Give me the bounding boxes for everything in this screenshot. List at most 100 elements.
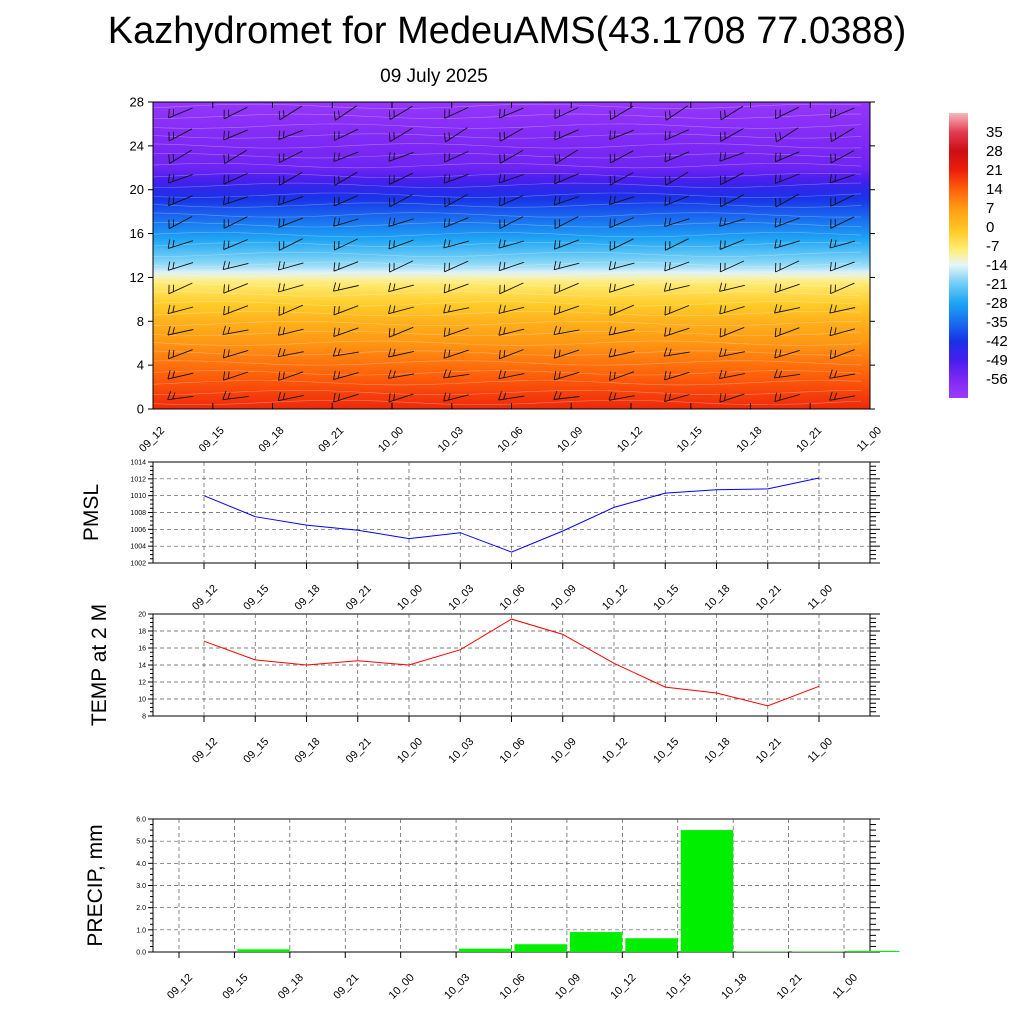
wind-barb [609,172,634,186]
y-tick-label: 5.0 [136,839,146,846]
wind-barb [829,369,856,379]
y-tick-label: 16 [130,226,144,241]
wind-barb [388,304,414,315]
wind-barb [333,217,359,227]
wind-barb [664,305,690,316]
wind-barb [553,349,580,359]
x-tick-label: 10_03 [436,425,466,455]
wind-barb [277,391,304,402]
x-tick-label: 09_18 [293,583,323,613]
colorbar-label: 35 [986,124,1003,141]
wind-barb [554,149,578,165]
wind-barb [222,349,249,359]
wind-barb [223,172,248,185]
wind-barb [609,371,635,381]
colorbar-label: 0 [986,219,994,236]
wind-barb [829,107,855,119]
wind-barb [829,391,856,401]
wind-barb [223,239,248,251]
y-axis-label: TEMP at 2 M [88,604,111,726]
x-tick-label: 10_06 [498,972,528,1002]
x-tick-label: 10_15 [675,425,705,455]
wind-barb [719,260,745,273]
wind-barb [333,195,359,207]
wind-barb [553,371,580,381]
colorbar-label: -35 [986,314,1008,331]
wind-barb [389,260,414,273]
wind-barb [277,261,304,271]
colorbar-label: -7 [986,238,999,255]
wind-barb [719,326,745,338]
x-tick-label: 09_12 [165,972,195,1002]
precip-bar [680,830,734,952]
y-tick-label: 8 [142,714,146,721]
x-tick-label: 09_21 [316,425,346,455]
colorbar-label: 7 [986,200,994,217]
wind-barb [608,391,635,401]
wind-barb [664,370,690,381]
wind-barb [609,150,634,164]
wind-barb [168,128,193,142]
x-tick-label: 10_15 [651,583,681,613]
x-tick-label: 10_15 [651,736,681,766]
wind-barb [664,129,690,141]
wind-barb [609,304,634,316]
wind-barb [499,150,524,164]
wind-barb [498,349,524,360]
wind-barb [498,239,525,249]
x-tick-label: 10_12 [600,736,630,766]
x-tick-label: 10_00 [395,736,425,766]
wind-barb [278,105,303,121]
wind-barb [223,283,248,294]
wind-barb [388,326,414,338]
wind-barb [609,217,634,229]
x-tick-label: 10_09 [549,583,579,613]
wind-barb [168,107,193,119]
wind-barb [388,239,414,250]
y-tick-label: 20 [130,182,144,197]
wind-barb [773,369,801,379]
x-tick-label: 10_18 [735,425,765,455]
precip-bar [237,949,290,952]
wind-barb [554,239,579,250]
wind-barb [554,282,579,294]
wind-barb [608,260,635,271]
colorbar: 35 28 21 14 7 0 -7 -14 -21 -28 -35 -42 -49 -56 [949,113,1008,398]
x-tick-label: 09_15 [220,972,250,1002]
wind-barb [443,217,469,228]
wind-barb [167,391,194,401]
wind-barb [499,216,524,229]
y-tick-label: 1004 [130,544,146,551]
colorbar-label: -21 [986,276,1008,293]
wind-barb [498,304,525,314]
wind-barb [333,151,359,162]
wind-barb [830,150,855,164]
colorbar-label: -14 [986,257,1008,274]
wind-barb [499,282,524,295]
wind-barb [719,305,745,315]
wind-barb [444,151,469,163]
wind-barb [167,261,194,271]
wind-barb [608,195,635,206]
wind-barb [223,216,248,229]
wind-barb [333,392,359,403]
x-tick-label: 10_03 [446,736,476,766]
chart-title: Kazhydromet for MedeuAMS(43.1708 77.0388… [107,10,907,52]
wind-barb [553,390,580,400]
wind-barb [222,325,249,336]
wind-barb [720,194,744,208]
wind-barb [277,347,304,358]
x-tick-label: 09_15 [197,425,227,455]
y-tick-label: 14 [138,663,146,670]
x-tick-label: 11_00 [806,583,836,613]
wind-barb [554,173,579,185]
wind-barb [829,239,856,249]
y-tick-label: 20 [138,612,146,619]
temp-chart: 8 10 12 14 16 18 20 09_12 09_15 09_18 09_21 10_00 10… [88,604,880,766]
wind-barb [499,107,524,119]
precip-bar [847,950,900,952]
wind-barb [223,106,248,120]
wind-barb [774,327,800,338]
wind-barb [719,217,745,227]
y-tick-label: 4 [137,358,144,373]
